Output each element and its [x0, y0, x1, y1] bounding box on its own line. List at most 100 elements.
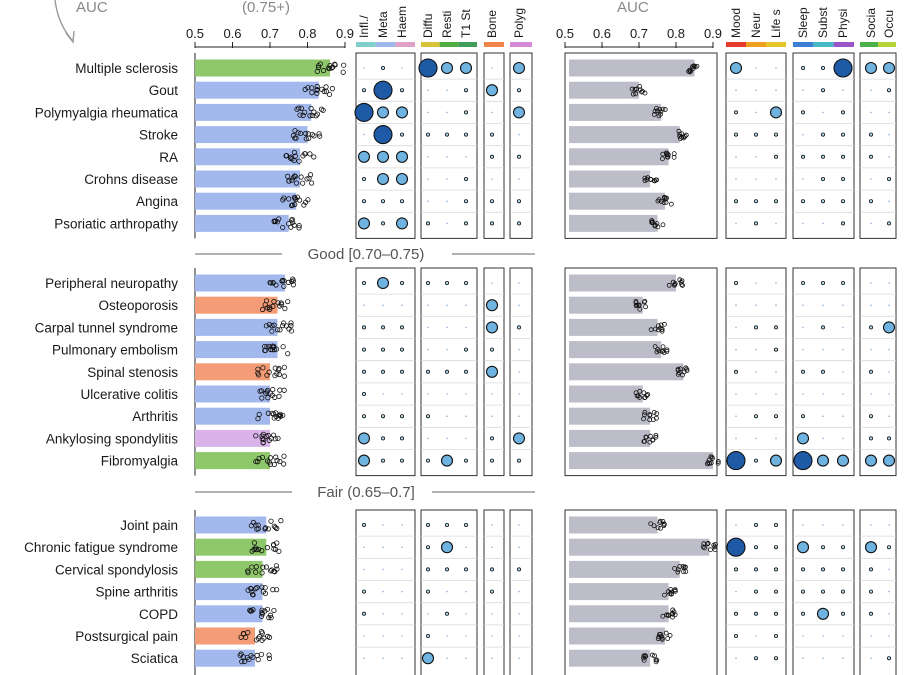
bootstrap-point-right — [661, 200, 667, 205]
bootstrap-point — [282, 305, 288, 312]
feature-dot — [842, 304, 844, 307]
bootstrap-point — [292, 201, 298, 208]
feature-dot — [427, 200, 429, 202]
feature-dot — [735, 304, 737, 307]
feature-dot — [463, 567, 468, 572]
feature-dot — [801, 66, 806, 71]
bootstrap-point — [254, 637, 260, 643]
feature-dot — [888, 524, 890, 526]
feature-dot — [754, 656, 759, 661]
feature-dot — [735, 222, 737, 225]
feature-dot — [489, 436, 494, 441]
bootstrap-point — [255, 416, 261, 422]
feature-dot — [833, 58, 853, 78]
feature-dot — [380, 414, 385, 419]
bootstrap-point — [259, 637, 265, 643]
category-strip — [375, 42, 396, 47]
feature-dot — [822, 635, 824, 637]
feature-panel-frame — [859, 267, 897, 477]
disease-label: Sciatica — [131, 651, 179, 666]
bootstrap-point — [318, 106, 325, 112]
auc-bar — [195, 214, 289, 232]
feature-dot — [888, 393, 890, 395]
x-tick-label-right: 0.7 — [630, 26, 648, 41]
feature-dot — [869, 589, 874, 594]
feature-dot — [755, 348, 757, 351]
feature-dot — [463, 369, 468, 374]
feature-dot — [485, 299, 499, 312]
feature-dot — [775, 437, 777, 440]
feature-dot — [821, 280, 826, 285]
feature-dot — [821, 132, 826, 137]
auc-bar-right — [569, 103, 662, 121]
feature-dot — [774, 656, 779, 661]
bootstrap-point — [275, 327, 281, 333]
bootstrap-point — [271, 461, 277, 468]
bootstrap-point — [286, 196, 292, 202]
feature-dot — [427, 348, 429, 351]
feature-dot — [821, 369, 826, 374]
bootstrap-point — [321, 88, 327, 95]
bootstrap-point-right — [665, 589, 671, 595]
feature-dot — [734, 611, 739, 616]
feature-dot — [518, 178, 520, 180]
feature-dot — [887, 176, 892, 181]
category-strip — [421, 42, 440, 47]
feature-dot — [401, 613, 403, 615]
bootstrap-point — [286, 221, 292, 227]
feature-dot — [444, 611, 449, 616]
bootstrap-point — [266, 615, 272, 621]
feature-dot — [382, 524, 384, 526]
bootstrap-point-right — [649, 220, 655, 226]
bootstrap-point — [329, 65, 335, 71]
bootstrap-point-right — [682, 133, 688, 139]
auc-bar-right — [569, 560, 680, 578]
bootstrap-point-right — [655, 198, 661, 204]
bootstrap-point-right — [657, 325, 663, 331]
feature-dot — [465, 156, 467, 158]
bootstrap-point — [273, 454, 279, 460]
disease-label: Peripheral neuropathy — [45, 276, 178, 291]
disease-label: Ankylosing spondylitis — [46, 431, 178, 446]
bootstrap-point — [271, 523, 277, 529]
disease-label: Crohns disease — [84, 172, 178, 187]
bootstrap-point — [276, 371, 282, 378]
feature-dot — [734, 132, 739, 137]
auc-bar — [195, 274, 285, 292]
feature-dot — [869, 436, 874, 441]
x-tick-label-right: 0.9 — [704, 26, 722, 41]
feature-dot — [841, 199, 846, 204]
bootstrap-point — [255, 372, 262, 378]
feature-dot — [774, 611, 779, 616]
bootstrap-point — [259, 454, 266, 461]
bootstrap-point-right — [637, 388, 643, 394]
bootstrap-point — [289, 216, 295, 223]
bootstrap-point — [265, 633, 271, 639]
feature-dot — [465, 657, 467, 659]
bootstrap-point — [260, 564, 266, 570]
curved-arrow — [54, 0, 73, 41]
bootstrap-point — [277, 458, 283, 465]
column-header: Haem — [395, 6, 409, 38]
feature-dot — [380, 347, 385, 352]
group-range-caption: (0.75+) — [242, 0, 290, 16]
feature-dot — [734, 567, 739, 572]
feature-dot — [887, 436, 892, 441]
feature-dot — [842, 437, 844, 440]
bootstrap-point-right — [691, 63, 697, 69]
bootstrap-point-right — [642, 409, 648, 415]
disease-label: Chronic fatigue syndrome — [24, 540, 178, 555]
bootstrap-point — [277, 387, 283, 393]
feature-dot — [427, 111, 429, 114]
bootstrap-point — [262, 343, 268, 350]
feature-dot — [870, 635, 872, 637]
feature-dot — [735, 524, 737, 526]
feature-dot — [465, 635, 467, 637]
feature-dot — [802, 635, 804, 637]
bootstrap-point — [300, 180, 306, 186]
feature-dot — [427, 437, 429, 440]
bootstrap-point — [249, 589, 255, 595]
feature-dot — [802, 222, 804, 225]
feature-dot — [841, 611, 846, 616]
auc-bar-right — [569, 81, 639, 99]
